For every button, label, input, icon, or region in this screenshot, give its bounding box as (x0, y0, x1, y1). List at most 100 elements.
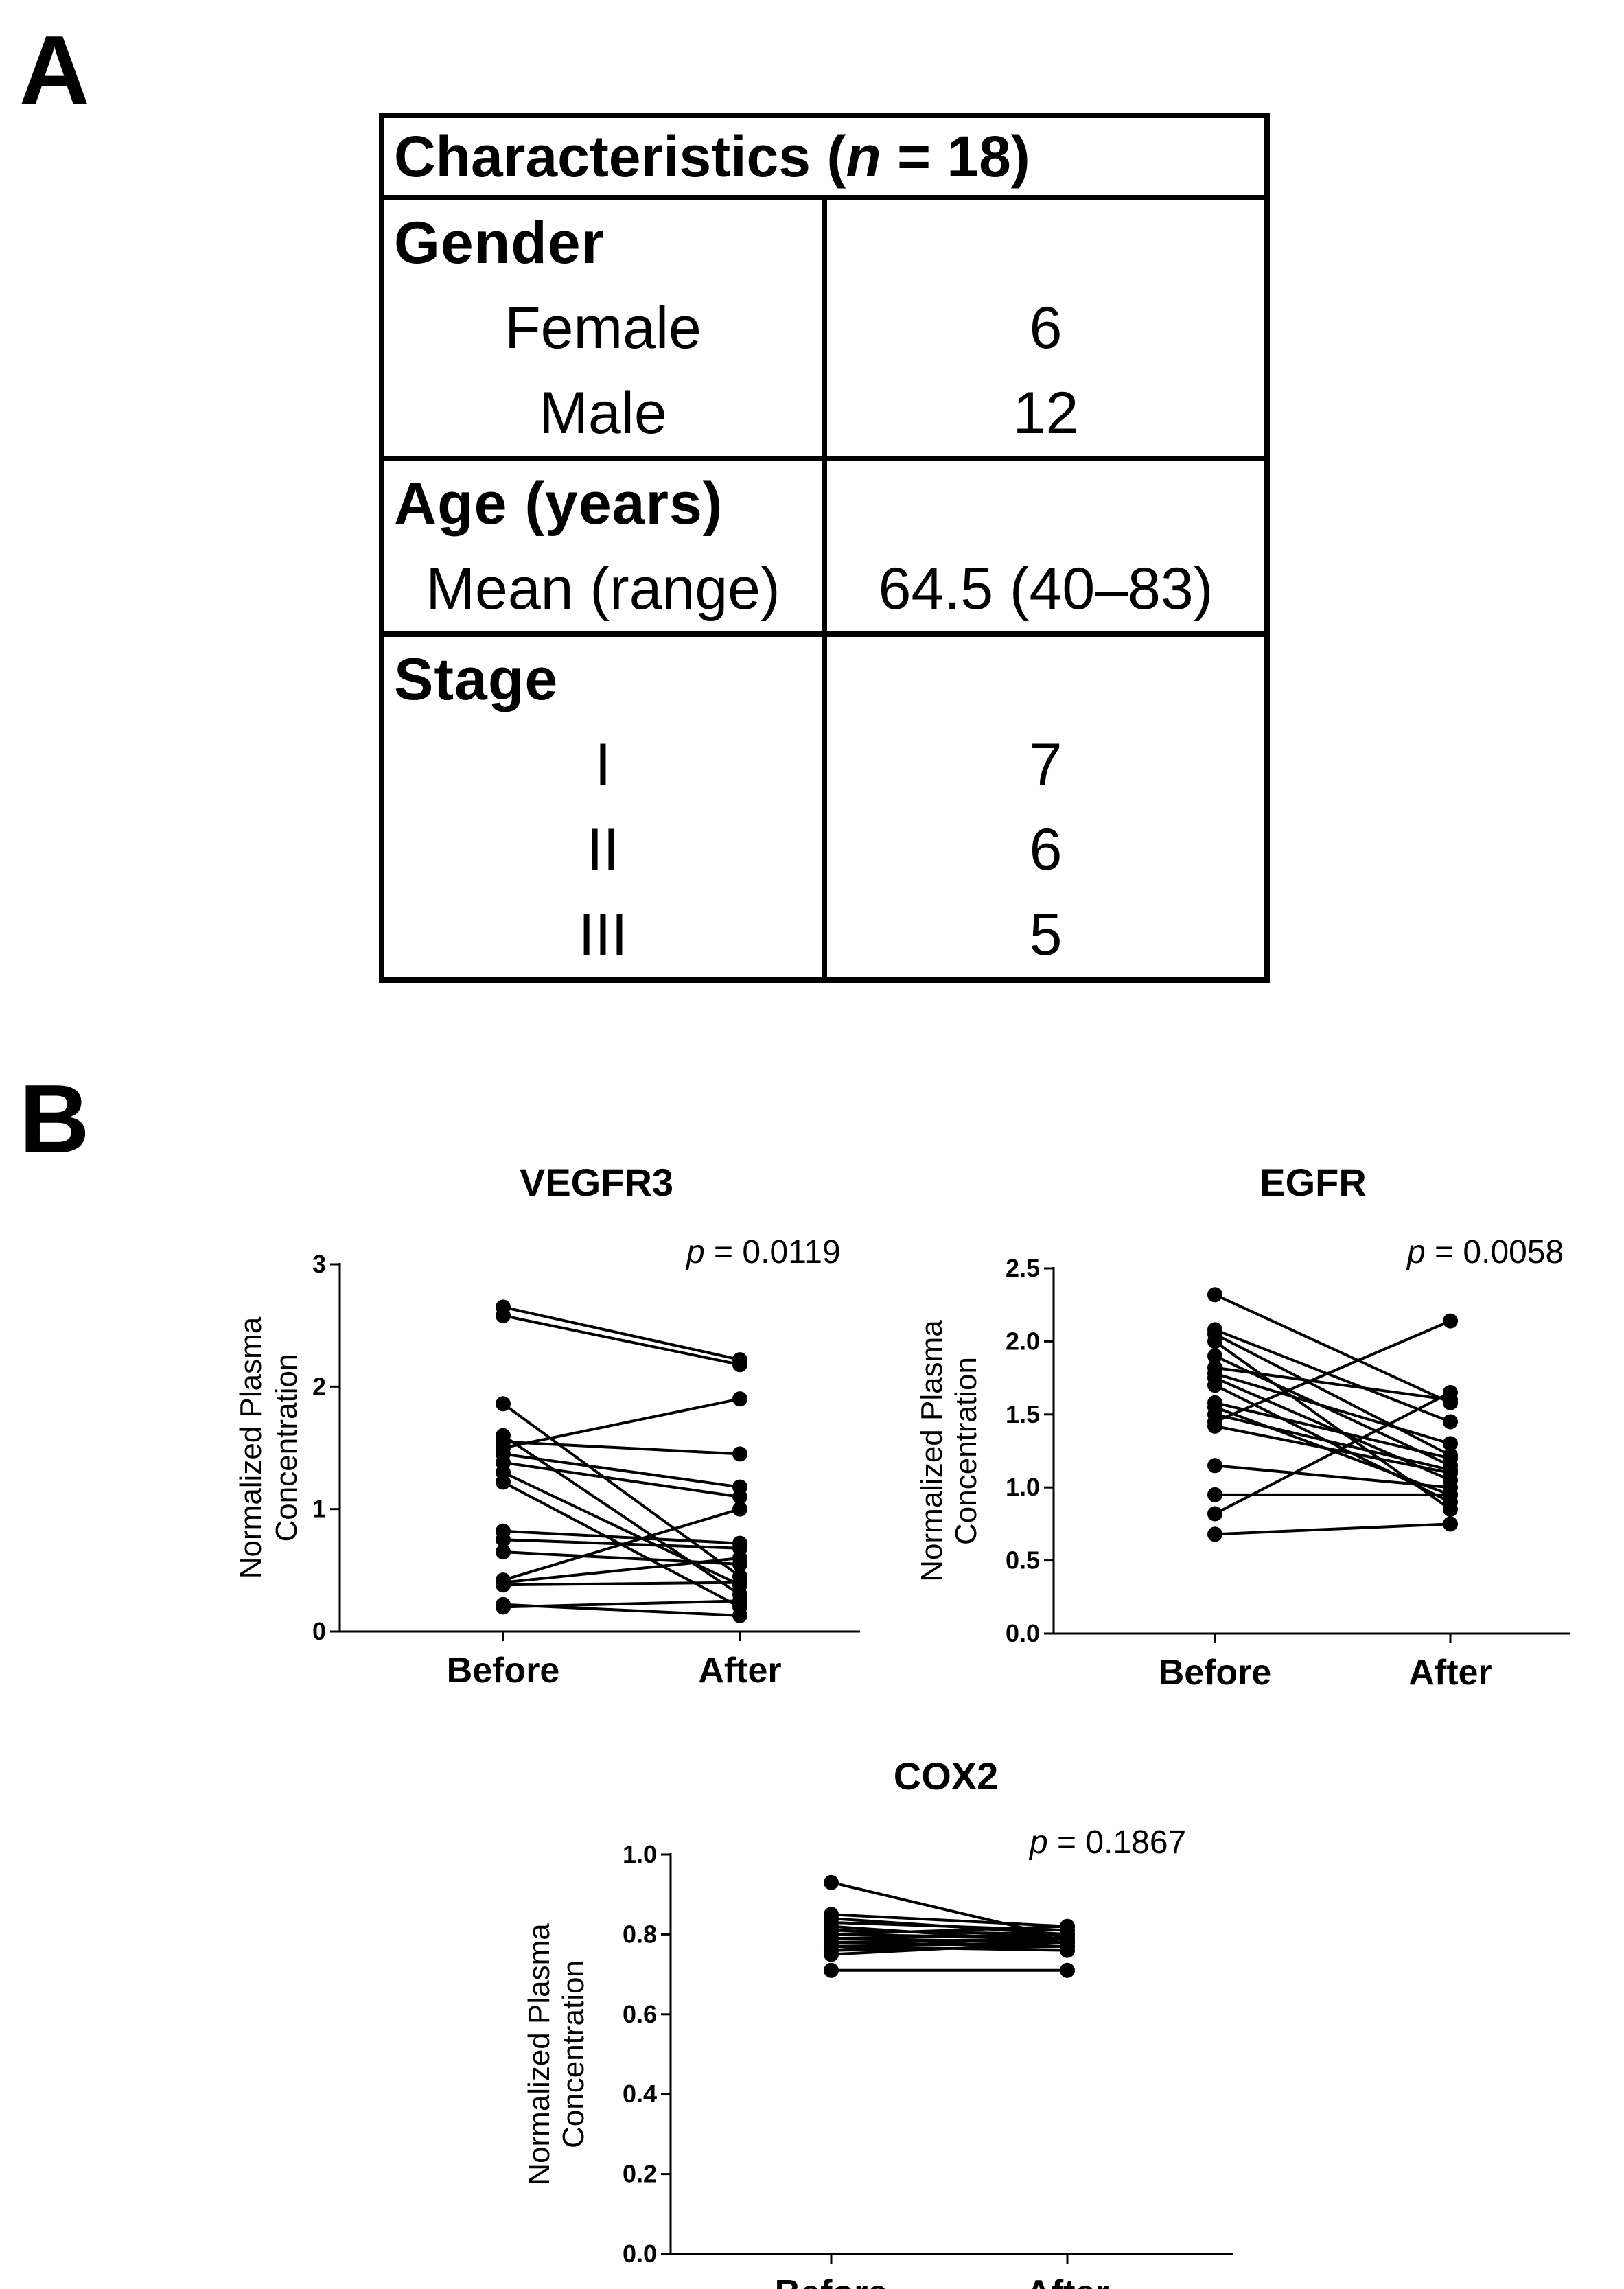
before-point (496, 1599, 511, 1615)
pair-line (1214, 1328, 1451, 1424)
pair-line (831, 1913, 1068, 1928)
p-value: = 0.0058 (1426, 1234, 1564, 1270)
pair-line (502, 1452, 741, 1489)
row-label: III (578, 902, 628, 968)
x-category-label: After (1408, 1653, 1492, 1693)
after-point (732, 1501, 747, 1517)
age-values: 64.5 (40–83) (822, 456, 1270, 637)
pair-line (502, 1397, 741, 1450)
before-point (1207, 1348, 1222, 1364)
before-point (496, 1532, 511, 1548)
pair-line (1214, 1424, 1451, 1474)
after-point (732, 1575, 747, 1590)
before-point (496, 1474, 511, 1490)
y-tick-label: 0.0 (623, 2240, 657, 2268)
after-point (732, 1550, 747, 1566)
before-point (1207, 1334, 1222, 1349)
before-point (1207, 1378, 1222, 1393)
after-point (1060, 1962, 1075, 1978)
after-point (1443, 1436, 1458, 1452)
pair-line (1214, 1406, 1451, 1496)
y-axis-label: Normalized Plasma (522, 1923, 556, 2185)
x-category-label: Before (775, 2273, 888, 2289)
after-point (732, 1391, 747, 1407)
panel-a-label: A (19, 16, 90, 125)
before-point (496, 1577, 511, 1593)
y-tick-label: 2.5 (1006, 1254, 1040, 1282)
before-point (824, 1962, 839, 1978)
pair-line (1214, 1319, 1451, 1424)
pair-line (831, 1941, 1068, 1956)
y-tick-label: 0.5 (1006, 1546, 1040, 1575)
pair-line (502, 1557, 741, 1584)
table-header: Characteristics (n = 18) (379, 113, 1270, 200)
row-value: 6 (1029, 295, 1063, 361)
before-point (1207, 1418, 1222, 1434)
pair-line (1214, 1372, 1451, 1445)
x-category-label: Before (1159, 1653, 1272, 1693)
before-point (496, 1544, 511, 1560)
after-point (732, 1357, 747, 1373)
row-value: 5 (1029, 902, 1063, 968)
pair-line (502, 1599, 741, 1609)
pair-line (502, 1440, 741, 1456)
before-point (1207, 1506, 1222, 1522)
pair-line (1214, 1522, 1451, 1536)
gender-section: Gender Female Male (379, 195, 827, 461)
y-tick-label: 0.2 (623, 2160, 657, 2188)
p-symbol: p (1028, 1824, 1048, 1861)
pair-line (831, 1933, 1068, 1940)
row-label: Female (504, 295, 701, 361)
x-category-label: After (1025, 2273, 1109, 2289)
pair-line (831, 1925, 1068, 1936)
chart-title: COX2 (894, 1754, 999, 1798)
section-title: Gender (394, 210, 605, 276)
y-axis-label: Concentration (949, 1357, 983, 1545)
row-value: 12 (1012, 380, 1079, 446)
y-tick-label: 2 (312, 1372, 326, 1400)
age-section: Age (years) Mean (range) (379, 456, 827, 637)
chart-cox2: COX2 0.0 0.2 0.4 0.6 0.8 1.0 Before After Normali… (522, 1754, 1233, 2289)
stage-section: Stage I II III (379, 631, 827, 983)
pair-line (1214, 1366, 1451, 1402)
row-label: II (586, 817, 620, 883)
y-axis-label: Concentration (557, 1960, 590, 2148)
y-axis-label: Normalized Plasma (234, 1316, 268, 1579)
before-point (824, 1874, 839, 1890)
y-tick-label: 0.4 (623, 2080, 657, 2108)
row-value: 6 (1029, 817, 1063, 883)
y-tick-label: 1.0 (623, 1840, 657, 1868)
p-symbol: p (685, 1234, 705, 1270)
y-tick-label: 1.5 (1006, 1400, 1040, 1428)
row-label: Mean (range) (426, 556, 780, 622)
after-point (1443, 1487, 1458, 1502)
y-axis-label: Concentration (270, 1354, 303, 1542)
y-tick-label: 0.6 (623, 2000, 657, 2028)
header-n: n (846, 124, 881, 189)
after-point (1443, 1450, 1458, 1466)
p-symbol: p (1406, 1234, 1426, 1270)
after-point (732, 1489, 747, 1504)
pair-line (502, 1581, 741, 1587)
after-point (1060, 1935, 1075, 1951)
row-label: I (594, 732, 612, 798)
pair-line (502, 1461, 741, 1498)
before-point (496, 1308, 511, 1323)
p-value-label: p = 0.0058 (1406, 1234, 1564, 1270)
y-tick-label: 0 (312, 1617, 326, 1645)
p-value: = 0.1867 (1048, 1824, 1187, 1861)
y-tick-label: 1 (312, 1495, 326, 1523)
y-tick-label: 0.0 (1006, 1619, 1040, 1647)
after-point (732, 1446, 747, 1462)
pair-line (1214, 1401, 1451, 1460)
x-category-label: Before (447, 1651, 560, 1690)
y-axis-label: Normalized Plasma (915, 1320, 949, 1582)
y-tick-label: 1.0 (1006, 1473, 1040, 1501)
x-category-label: After (698, 1651, 781, 1690)
row-label: Male (539, 380, 667, 446)
y-tick-label: 3 (312, 1250, 326, 1278)
before-point (1207, 1487, 1222, 1502)
before-point (1207, 1526, 1222, 1542)
stage-values: 7 6 5 (822, 631, 1270, 983)
